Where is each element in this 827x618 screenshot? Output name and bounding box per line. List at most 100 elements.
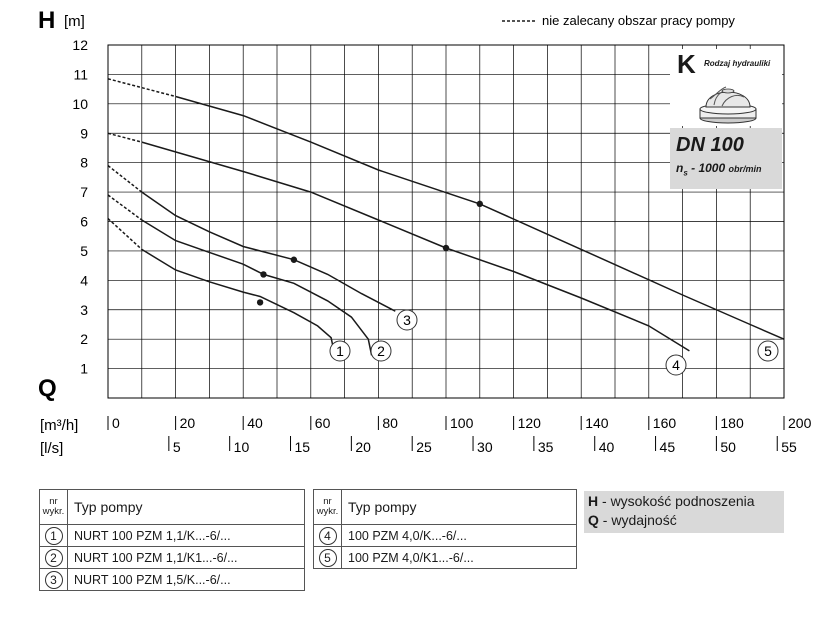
pump-type: NURT 100 PZM 1,5/K...-6/... — [67, 568, 305, 591]
pump-type: NURT 100 PZM 1,1/K...-6/... — [67, 524, 305, 547]
ls-tick-label: 5 — [173, 439, 181, 455]
m3h-tick-label: 180 — [720, 415, 744, 431]
y-tick-label: 7 — [80, 184, 88, 200]
curves: 1 2 3 4 5 — [107, 78, 785, 376]
pump-type: 100 PZM 4,0/K...-6/... — [341, 524, 577, 547]
ls-tick-label: 30 — [477, 439, 493, 455]
header-nr: nr wykr. — [313, 489, 342, 525]
product-box: K Rodzaj hydrauliki DN 100 ns - 1000 obr… — [670, 49, 782, 189]
m3h-tick-label: 120 — [518, 415, 542, 431]
curve-1-marker — [256, 299, 264, 306]
curve-1-dashed — [107, 218, 143, 250]
curve-4-marker — [442, 244, 450, 252]
pump-table-left: nr wykr. Typ pompy 1 NURT 100 PZM 1,1/K..… — [39, 489, 305, 591]
y-axis-unit: [m] — [64, 13, 85, 30]
curve-3-dashed — [107, 165, 143, 193]
y-axis-symbol: H — [38, 7, 55, 34]
curve-number: 4 — [318, 526, 337, 545]
ls-tick-label: 15 — [295, 439, 311, 455]
m3h-tick-label: 200 — [788, 415, 812, 431]
ls-tick-label: 20 — [355, 439, 371, 455]
m3h-tick-label: 0 — [112, 415, 120, 431]
curve-number: 3 — [44, 570, 63, 589]
header-type: Typ pompy — [67, 489, 305, 525]
curve-number: 1 — [44, 526, 63, 545]
m3h-tick-label: 100 — [450, 415, 474, 431]
ls-tick-label: 35 — [538, 439, 554, 455]
curve-label: 1 — [336, 343, 344, 359]
m3h-tick-label: 20 — [180, 415, 196, 431]
curve-3 — [141, 191, 396, 312]
flow-scales: [m³/h] [l/s] 0 20 40 60 80 100 120 140 160 180 200 5 1… — [40, 415, 812, 457]
header-nr: nr wykr. — [39, 489, 68, 525]
symbol-legend-box — [584, 491, 784, 533]
y-tick-label: 11 — [73, 66, 88, 82]
legend-h: H - wysokość podnoszenia — [588, 493, 755, 509]
pump-type: 100 PZM 4,0/K1...-6/... — [341, 546, 577, 569]
table-header: nr wykr. Typ pompy — [313, 489, 577, 525]
table-row: 3 NURT 100 PZM 1,5/K...-6/... — [39, 568, 305, 591]
y-tick-label: 6 — [80, 214, 88, 230]
ls-unit-label: [l/s] — [40, 440, 63, 457]
plot-frame — [107, 44, 785, 399]
curve-label: 3 — [403, 312, 411, 328]
curve-label-circle — [665, 354, 687, 376]
m3h-tick-label: 160 — [653, 415, 677, 431]
ls-tick-label: 10 — [234, 439, 250, 455]
y-tick-label: 12 — [72, 37, 88, 53]
m3h-unit-label: [m³/h] — [40, 417, 78, 434]
curve-label: 5 — [764, 343, 772, 359]
table-row: 2 NURT 100 PZM 1,1/K1...-6/... — [39, 546, 305, 569]
table-row: 1 NURT 100 PZM 1,1/K...-6/... — [39, 524, 305, 547]
ls-tick-label: 55 — [781, 439, 797, 455]
pump-curve-chart: H [m] Q nie zalecany obszar pracy pompy … — [38, 7, 812, 457]
y-tick-label: 9 — [80, 125, 88, 141]
hydraulics-caption: Rodzaj hydrauliki — [704, 59, 771, 68]
ls-tick-label: 45 — [660, 439, 676, 455]
curve-label-circle — [757, 340, 779, 362]
curve-number: 2 — [44, 548, 63, 567]
curve-2-dashed — [107, 194, 143, 221]
y-tick-label: 2 — [80, 331, 88, 347]
y-tick-label: 1 — [80, 361, 88, 377]
legend-q: Q - wydajność — [588, 512, 677, 528]
y-tick-label: 4 — [80, 272, 88, 288]
dn-label: DN 100 — [676, 134, 744, 156]
pump-type: NURT 100 PZM 1,1/K1...-6/... — [67, 546, 305, 569]
curve-4-dashed — [107, 132, 142, 143]
speed-label: ns - 1000 obr/min — [676, 161, 762, 178]
dashed-legend-label: nie zalecany obszar pracy pompy — [542, 13, 735, 28]
product-box-top: K Rodzaj hydrauliki — [670, 49, 782, 126]
curve-5-marker — [476, 200, 483, 208]
y-tick-label: 5 — [80, 243, 88, 259]
curve-label: 2 — [377, 343, 385, 359]
hydraulics-letter: K — [677, 49, 696, 79]
m3h-tick-label: 60 — [315, 415, 331, 431]
ls-tick-label: 40 — [599, 439, 615, 455]
impeller-icon — [699, 86, 757, 124]
ls-tick-label: 50 — [720, 439, 736, 455]
ls-tick-label: 25 — [416, 439, 432, 455]
m3h-tick-label: 80 — [382, 415, 398, 431]
curve-3-marker — [290, 256, 298, 263]
curve-label: 4 — [672, 357, 680, 373]
m3h-tick-label: 140 — [585, 415, 609, 431]
y-tick-label: 3 — [80, 302, 88, 318]
x-axis-symbol: Q — [38, 375, 57, 402]
m3h-tick-label: 40 — [247, 415, 263, 431]
header-type: Typ pompy — [341, 489, 577, 525]
curve-1 — [141, 248, 336, 355]
pump-table-right: nr wykr. Typ pompy 4 100 PZM 4,0/K...-6/.… — [313, 489, 577, 569]
curve-label-circle — [396, 309, 418, 331]
product-box-panel: DN 100 ns - 1000 obr/min — [670, 128, 782, 189]
curve-label-circle — [370, 340, 392, 362]
curve-5-dashed — [107, 78, 176, 98]
curve-number: 5 — [318, 548, 337, 567]
curve-label-circle — [329, 340, 351, 362]
table-row: 5 100 PZM 4,0/K1...-6/... — [313, 546, 577, 569]
table-header: nr wykr. Typ pompy — [39, 489, 305, 525]
curve-2 — [141, 219, 373, 356]
table-row: 4 100 PZM 4,0/K...-6/... — [313, 524, 577, 547]
y-tick-label: 8 — [80, 155, 88, 171]
